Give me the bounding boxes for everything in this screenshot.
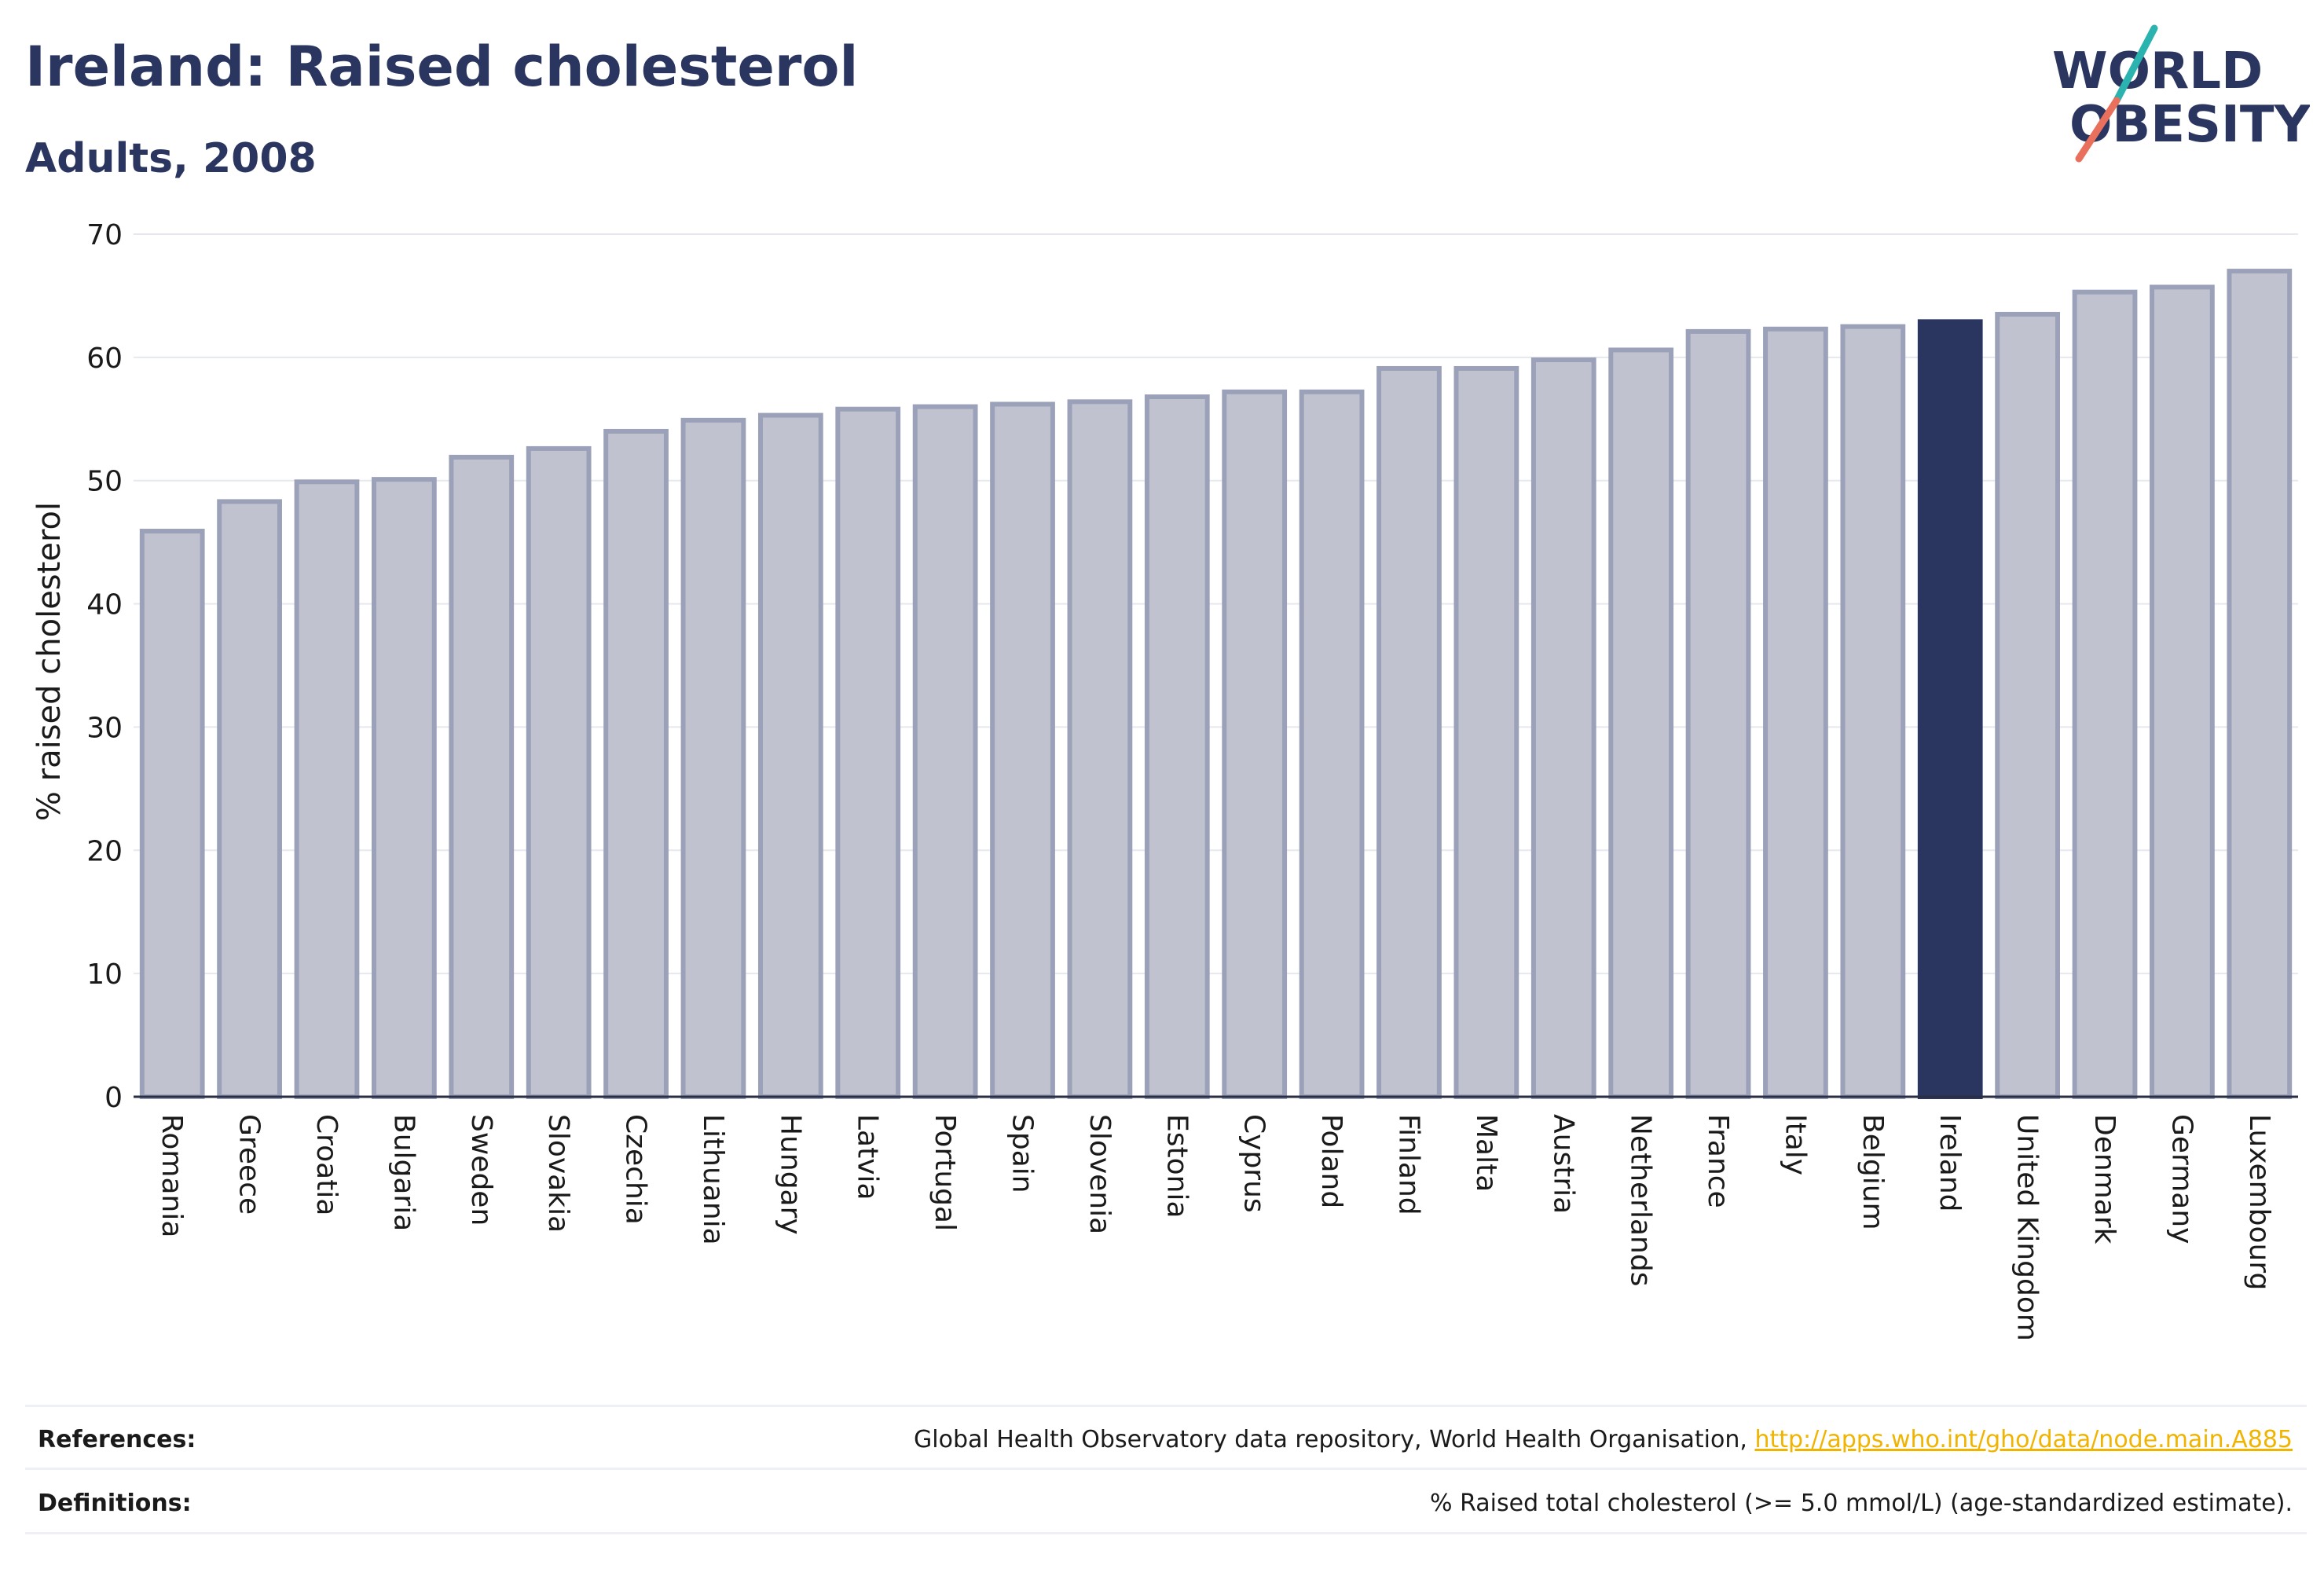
bar-netherlands[interactable] <box>1608 347 1674 1099</box>
bar-belgium[interactable] <box>1840 324 1906 1099</box>
y-tick-label: 40 <box>86 589 123 621</box>
x-tick-label: Cyprus <box>1238 1114 1270 1213</box>
x-tick-label: Ireland <box>1934 1114 1966 1212</box>
bar-spain[interactable] <box>990 401 1055 1099</box>
x-tick-label: Lithuania <box>697 1114 729 1245</box>
bar-germany[interactable] <box>2150 284 2215 1099</box>
x-tick-label: Belgium <box>1857 1114 1889 1230</box>
x-tick-label: Estonia <box>1160 1114 1193 1219</box>
bar-united-kingdom[interactable] <box>1995 311 2060 1099</box>
logo-slash-top-icon <box>2113 24 2158 104</box>
x-tick-label: Malta <box>1470 1114 1502 1192</box>
bar-estonia[interactable] <box>1144 394 1210 1099</box>
y-tick-label: 70 <box>86 219 123 251</box>
axes: 0 10 20 30 40 50 60 70 Romania Greece Croatia Bulga… <box>86 219 2298 1341</box>
bar-croatia[interactable] <box>294 479 360 1099</box>
y-axis-label: % raised cholesterol <box>31 502 68 821</box>
x-tick-label: Slovakia <box>542 1114 574 1233</box>
bar-france[interactable] <box>1685 328 1751 1100</box>
bar-italy[interactable] <box>1763 326 1828 1099</box>
y-tick-label: 50 <box>86 466 123 498</box>
bar-bulgaria[interactable] <box>372 477 437 1099</box>
bar-malta[interactable] <box>1453 365 1519 1099</box>
bar-poland[interactable] <box>1299 389 1365 1099</box>
logo-slash-bottom-icon <box>2075 97 2121 163</box>
bar-slovenia[interactable] <box>1067 399 1133 1099</box>
x-tick-label: Bulgaria <box>387 1114 420 1231</box>
footer-divider-bottom <box>25 1532 2307 1534</box>
bar-latvia[interactable] <box>835 406 901 1099</box>
references-link[interactable]: http://apps.who.int/gho/data/node.main.A… <box>1754 1426 2293 1453</box>
x-tick-label: Latvia <box>852 1114 884 1200</box>
bar-ireland[interactable] <box>1917 319 1983 1099</box>
world-obesity-logo: WORLD OBESITY <box>2052 24 2310 163</box>
x-tick-label: Sweden <box>465 1114 497 1226</box>
bar-slovakia[interactable] <box>526 445 592 1099</box>
x-tick-label: Portugal <box>929 1114 961 1231</box>
bar-portugal[interactable] <box>912 404 978 1099</box>
x-tick-label: Croatia <box>310 1114 343 1215</box>
x-tick-label: Luxembourg <box>2243 1114 2275 1290</box>
x-tick-label: Poland <box>1315 1114 1347 1208</box>
y-tick-label: 60 <box>86 343 123 375</box>
chart-subtitle: Adults, 2008 <box>25 135 317 182</box>
definitions-label: Definitions: <box>38 1490 192 1517</box>
bar-finland[interactable] <box>1376 365 1442 1099</box>
references-text: Global Health Observatory data repositor… <box>914 1426 2293 1453</box>
bar-austria[interactable] <box>1530 357 1596 1100</box>
x-tick-label: France <box>1702 1114 1734 1208</box>
x-tick-label: Italy <box>1779 1114 1811 1175</box>
x-tick-label: Germany <box>2165 1114 2198 1244</box>
bar-czechia[interactable] <box>603 428 669 1099</box>
bar-chart: 0 10 20 30 40 50 60 70 Romania Greece Croatia Bulga… <box>31 219 2298 1341</box>
x-tick-label: Finland <box>1392 1114 1424 1215</box>
y-tick-label: 20 <box>86 835 123 867</box>
references-label: References: <box>38 1426 196 1453</box>
x-tick-label: Spain <box>1006 1114 1039 1193</box>
y-tick-label: 10 <box>86 958 123 991</box>
x-tick-label: Hungary <box>774 1114 806 1235</box>
y-tick-label: 30 <box>86 712 123 744</box>
x-tick-label: Netherlands <box>1625 1114 1657 1286</box>
definitions-text: % Raised total cholesterol (>= 5.0 mmol/… <box>1430 1490 2293 1517</box>
footer-divider-top <box>25 1405 2307 1407</box>
x-tick-label: Slovenia <box>1083 1114 1116 1234</box>
bar-hungary[interactable] <box>757 412 823 1099</box>
bar-denmark[interactable] <box>2072 289 2138 1099</box>
logo-line-world: WORLD <box>2052 42 2263 101</box>
x-tick-label: Romania <box>156 1114 188 1237</box>
chart-title: Ireland: Raised cholesterol <box>25 35 859 99</box>
references-source: Global Health Observatory data repositor… <box>914 1426 1755 1453</box>
x-tick-label: United Kingdom <box>2011 1114 2044 1341</box>
bar-luxembourg[interactable] <box>2227 269 2293 1099</box>
bar-lithuania[interactable] <box>680 417 746 1099</box>
x-tick-label: Austria <box>1547 1114 1579 1214</box>
x-tick-label: Czechia <box>620 1114 652 1225</box>
x-tick-label: Denmark <box>2088 1114 2121 1244</box>
bar-greece[interactable] <box>217 499 282 1099</box>
bar-cyprus[interactable] <box>1222 389 1288 1099</box>
bar-romania[interactable] <box>139 529 205 1099</box>
y-tick-label: 0 <box>104 1082 123 1114</box>
footer-divider-middle <box>25 1468 2307 1470</box>
bar-sweden[interactable] <box>449 454 515 1099</box>
x-tick-label: Greece <box>233 1114 266 1215</box>
